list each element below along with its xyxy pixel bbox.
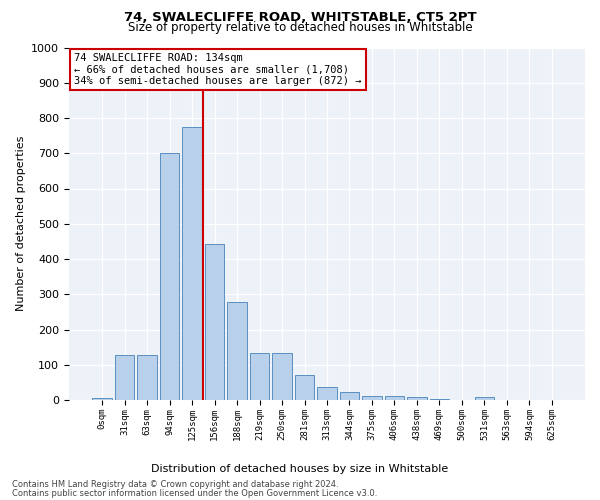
Bar: [362, 396, 382, 400]
Text: Contains HM Land Registry data © Crown copyright and database right 2024.: Contains HM Land Registry data © Crown c…: [12, 480, 338, 489]
Y-axis label: Number of detached properties: Number of detached properties: [16, 136, 26, 312]
Bar: [92, 398, 112, 400]
Text: Distribution of detached houses by size in Whitstable: Distribution of detached houses by size …: [151, 464, 449, 474]
Bar: [115, 355, 134, 400]
Bar: [340, 392, 359, 400]
Bar: [160, 153, 179, 400]
Text: Contains public sector information licensed under the Open Government Licence v3: Contains public sector information licen…: [12, 488, 377, 498]
Bar: [250, 353, 269, 400]
Bar: [407, 397, 427, 400]
Bar: [317, 387, 337, 400]
Bar: [227, 302, 247, 400]
Bar: [182, 127, 202, 400]
Bar: [205, 244, 224, 400]
Text: 74 SWALECLIFFE ROAD: 134sqm
← 66% of detached houses are smaller (1,708)
34% of : 74 SWALECLIFFE ROAD: 134sqm ← 66% of det…: [74, 53, 362, 86]
Text: Size of property relative to detached houses in Whitstable: Size of property relative to detached ho…: [128, 22, 472, 35]
Bar: [475, 397, 494, 400]
Text: 74, SWALECLIFFE ROAD, WHITSTABLE, CT5 2PT: 74, SWALECLIFFE ROAD, WHITSTABLE, CT5 2P…: [124, 11, 476, 24]
Bar: [295, 376, 314, 400]
Bar: [272, 353, 292, 400]
Bar: [385, 396, 404, 400]
Bar: [137, 355, 157, 400]
